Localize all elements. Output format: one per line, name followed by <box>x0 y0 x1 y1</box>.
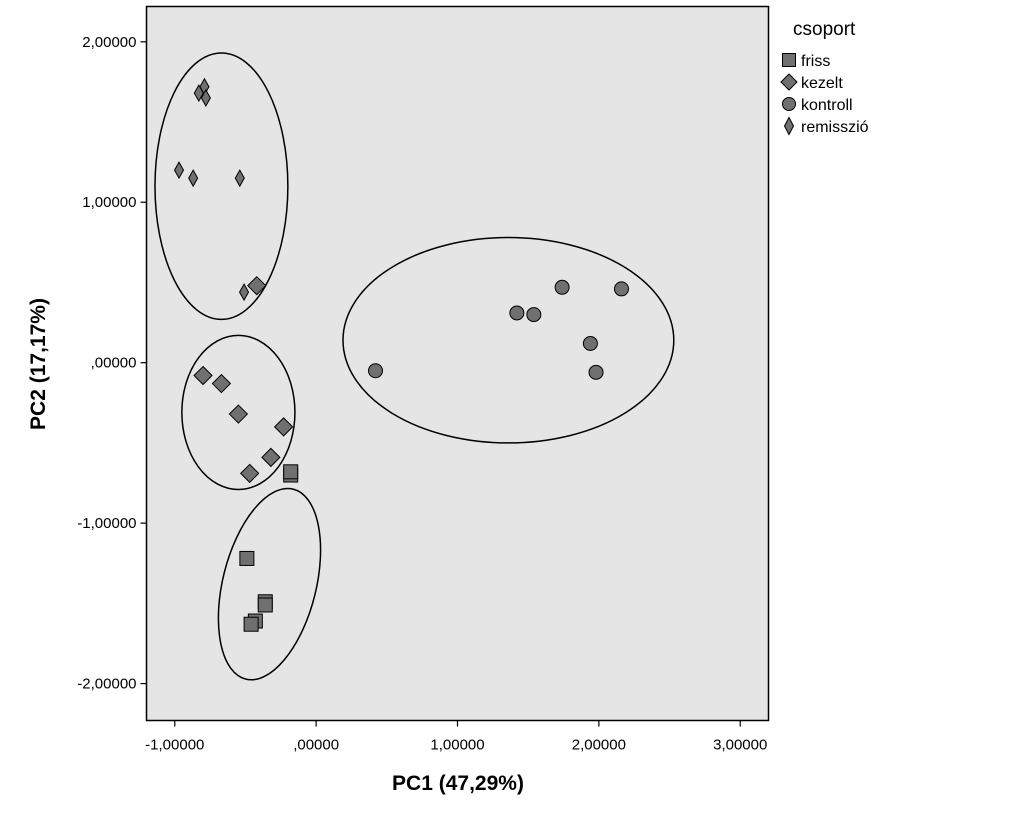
legend-label-kontroll: kontroll <box>801 97 853 114</box>
x-tick-label: 3,00000 <box>713 737 767 754</box>
point-kezelt-4 <box>228 404 249 424</box>
point-kontroll-5 <box>582 335 598 351</box>
point-kontroll-6 <box>368 363 384 379</box>
x-tick-label: 2,00000 <box>572 737 626 754</box>
ellipse-friss <box>217 487 322 681</box>
point-friss-7 <box>243 616 259 632</box>
point-kezelt-1 <box>247 275 267 296</box>
point-kontroll-1 <box>554 279 570 295</box>
point-remisszio-2 <box>193 84 204 103</box>
x-tick-label: 1,00000 <box>430 737 484 754</box>
x-axis-title: PC1 (47,29%) <box>392 772 524 795</box>
y-tick-label: ,00000 <box>91 355 137 372</box>
legend-marker-friss <box>782 53 796 67</box>
legend-marker-kontroll <box>782 97 796 111</box>
point-friss-3 <box>239 550 255 566</box>
point-kezelt-3 <box>211 373 232 394</box>
point-remisszio-6 <box>234 169 245 188</box>
legend-label-remisszio: remisszió <box>801 119 869 136</box>
y-tick-label: -2,00000 <box>77 676 136 693</box>
legend-title: csoport <box>793 19 856 40</box>
point-friss-5 <box>257 597 273 613</box>
y-axis-title: PC2 (17,17%) <box>27 298 50 430</box>
point-remisszio-3 <box>200 88 211 107</box>
y-tick-label: 2,00000 <box>82 34 136 51</box>
point-friss-2 <box>283 464 299 480</box>
point-kontroll-2 <box>613 281 629 297</box>
point-kezelt-7 <box>239 463 260 484</box>
x-tick-label: -1,00000 <box>145 737 204 754</box>
y-axis-ticks: 2,00000 1,00000 ,00000 -1,00000 -2,00000 <box>77 34 147 693</box>
legend-marker-remisszio <box>783 116 795 136</box>
ellipse-kezelt <box>181 334 296 491</box>
y-tick-label: 1,00000 <box>82 194 136 211</box>
legend-marker-kezelt <box>780 73 798 91</box>
group-ellipses <box>154 52 675 681</box>
legend-label-friss: friss <box>801 53 830 70</box>
legend: csoport friss kezelt kontroll remisszió <box>780 19 869 136</box>
point-remisszio-7 <box>238 283 250 302</box>
point-kontroll-7 <box>588 364 604 380</box>
point-kezelt-6 <box>261 447 281 468</box>
data-points <box>173 77 629 632</box>
y-tick-label: -1,00000 <box>77 515 136 532</box>
x-axis-ticks: -1,00000 ,00000 1,00000 2,00000 3,00000 <box>145 720 767 754</box>
point-remisszio-4 <box>173 161 185 180</box>
point-kontroll-4 <box>526 307 542 323</box>
point-kezelt-5 <box>273 417 294 437</box>
ellipse-remisszio <box>154 52 289 321</box>
ellipse-kontroll <box>342 236 675 444</box>
point-kezelt-2 <box>193 365 213 386</box>
legend-label-kezelt: kezelt <box>801 75 843 92</box>
plot-area-background <box>145 5 770 722</box>
point-kontroll-3 <box>509 305 525 321</box>
x-tick-label: ,00000 <box>293 737 339 754</box>
point-remisszio-5 <box>188 169 199 188</box>
